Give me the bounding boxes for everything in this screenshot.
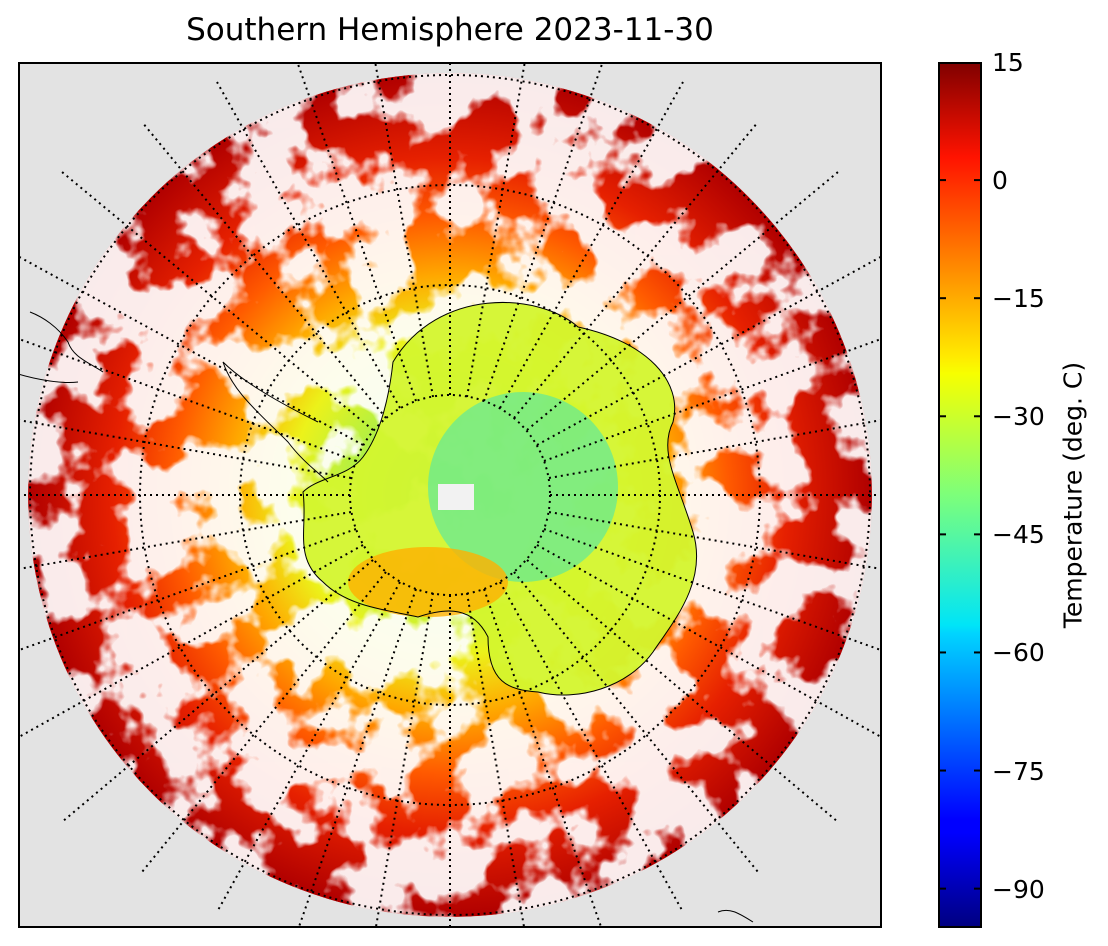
meridians bbox=[18, 62, 882, 928]
meridian bbox=[543, 528, 882, 652]
meridian bbox=[548, 418, 882, 479]
meridian bbox=[536, 255, 882, 446]
polar-cold-core bbox=[428, 392, 618, 582]
meridian bbox=[526, 559, 839, 823]
meridian bbox=[61, 171, 374, 431]
colorbar-tick-label: 15 bbox=[992, 48, 1024, 77]
antarctica-coastline bbox=[302, 301, 698, 696]
africa-tip-coastline bbox=[717, 909, 754, 923]
map-title: Southern Hemisphere 2023-11-30 bbox=[186, 12, 714, 48]
meridian bbox=[536, 544, 882, 739]
colorbar-tick-marks bbox=[938, 62, 982, 890]
colorbar-tick-label: −90 bbox=[992, 874, 1045, 904]
meridian bbox=[61, 559, 374, 823]
meridian bbox=[513, 571, 759, 873]
meridian bbox=[466, 592, 526, 928]
meridian bbox=[374, 62, 434, 398]
meridian bbox=[18, 255, 364, 446]
colorbar-gradient bbox=[938, 62, 982, 928]
colorbar-tick-label: −75 bbox=[992, 756, 1045, 786]
meridian bbox=[543, 337, 882, 462]
meridian bbox=[483, 62, 604, 402]
meridian bbox=[548, 511, 882, 571]
coastlines bbox=[18, 301, 754, 923]
colorbar-frame bbox=[938, 62, 982, 928]
meridian bbox=[18, 528, 357, 652]
meridian bbox=[499, 81, 684, 409]
meridian bbox=[18, 418, 352, 479]
meridian bbox=[466, 62, 526, 398]
temperature-map bbox=[18, 62, 882, 928]
graticule bbox=[18, 62, 882, 928]
meridian bbox=[513, 121, 759, 419]
colorbar-tick-label: −15 bbox=[992, 284, 1045, 314]
map-frame bbox=[18, 62, 882, 928]
meridian bbox=[216, 81, 401, 409]
antarctic-peninsula-coastline bbox=[222, 361, 329, 483]
colorbar-tick-label: 0 bbox=[992, 166, 1008, 196]
meridian bbox=[296, 62, 417, 402]
meridian bbox=[141, 571, 387, 873]
colorbar-label: Temperature (deg. C) bbox=[1058, 361, 1088, 629]
meridian bbox=[374, 592, 434, 928]
meridian bbox=[18, 511, 352, 571]
colorbar-tick-label: −30 bbox=[992, 402, 1045, 432]
colorbar bbox=[938, 62, 982, 928]
colorbar-tick-label: −45 bbox=[992, 520, 1045, 550]
meridian bbox=[526, 171, 839, 431]
pole-data-gap bbox=[438, 484, 474, 510]
colorbar-tick-label: −60 bbox=[992, 638, 1045, 668]
meridian bbox=[141, 121, 387, 419]
meridian bbox=[18, 337, 357, 462]
meridian bbox=[18, 544, 364, 739]
